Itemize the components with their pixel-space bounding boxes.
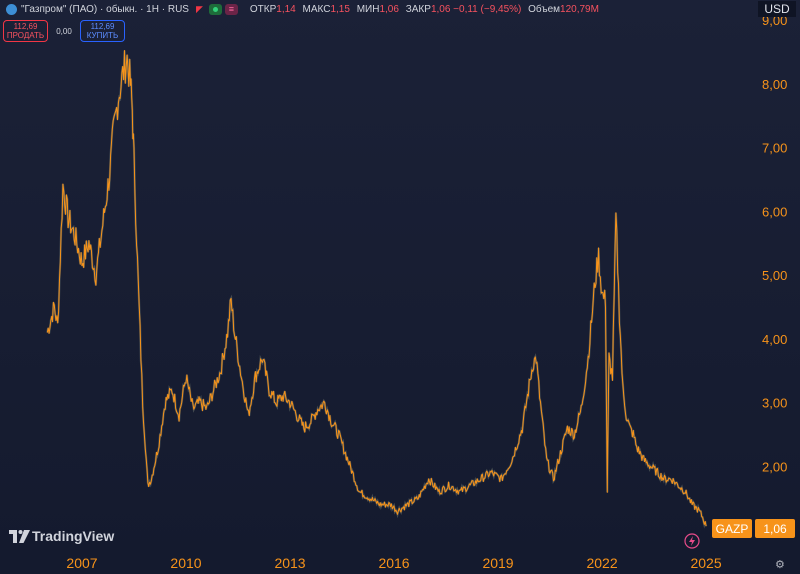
ohlc-label: ОТКР: [249, 3, 277, 15]
x-tick-label: 2025: [690, 555, 721, 571]
last-price-tag: [755, 519, 795, 538]
sell-label: ПРОДАТЬ: [6, 31, 45, 40]
market-status-icon[interactable]: [208, 3, 222, 15]
price-line: [46, 50, 707, 527]
sell-price: 112,69: [13, 22, 38, 31]
x-tick-label: 2016: [378, 555, 409, 571]
spread-value: 0,00: [56, 26, 72, 36]
x-tick-label: 2013: [274, 555, 305, 571]
y-tick-label: 7,00: [762, 141, 787, 156]
ohlc-value: 1,14: [276, 3, 296, 15]
flag-icon[interactable]: ◤: [195, 3, 203, 14]
ohlc-label: МИН: [356, 3, 380, 15]
gazprom-logo-icon: [6, 3, 17, 15]
y-tick-label: 8,00: [762, 77, 787, 92]
ohlc-value: 1,06 −0,11 (−9,45%): [430, 3, 522, 15]
tradingview-logo-icon: [9, 530, 30, 543]
ohlc-value: 1,06: [379, 3, 399, 15]
symbol-tag: [712, 519, 752, 538]
symbol-tag-text: GAZP: [716, 522, 749, 536]
x-tick-label: 2022: [586, 555, 617, 571]
buy-price: 112,69: [90, 22, 115, 31]
logo-text: TradingView: [32, 528, 115, 544]
buy-label: КУПИТЬ: [86, 31, 119, 40]
ohlc-value: 120,79M: [560, 3, 599, 15]
currency-selector[interactable]: USD: [758, 1, 796, 17]
last-price-value: 1,06: [763, 522, 787, 536]
symbol-header: "Газпром" (ПАО) · обыкн. · 1Н · RUS ◤ ≡ …: [6, 2, 603, 16]
last-price-label: GAZP 1,06: [712, 519, 795, 538]
tradingview-logo[interactable]: TradingView: [8, 527, 114, 545]
trade-panel: 112,69 ПРОДАТЬ 0,00 112,69 КУПИТЬ: [3, 20, 125, 42]
buy-button[interactable]: 112,69 КУПИТЬ: [80, 20, 125, 42]
sell-button[interactable]: 112,69 ПРОДАТЬ: [3, 20, 48, 42]
price-axis[interactable]: 9,008,007,006,005,004,003,002,00: [762, 13, 787, 474]
ohlc-value: 1,15: [330, 3, 350, 15]
ohlc-label: Объем: [528, 3, 561, 15]
time-axis[interactable]: 2007 2010 2013 2016 2019 2022 2025: [66, 555, 721, 571]
ohlc-label: МАКС: [302, 3, 331, 15]
x-tick-label: 2019: [482, 555, 513, 571]
ohlc-values: ОТКР1,14 МАКС1,15 МИН1,06 ЗАКР1,06 −0,11…: [250, 4, 603, 15]
settings-icon[interactable]: ⚙: [775, 559, 785, 571]
y-tick-label: 4,00: [762, 332, 787, 347]
y-tick-label: 3,00: [762, 396, 787, 411]
lightning-icon[interactable]: [684, 533, 700, 549]
y-tick-label: 2,00: [762, 459, 787, 474]
ohlc-label: ЗАКР: [405, 3, 431, 15]
symbol-title[interactable]: "Газпром" (ПАО) · обыкн. · 1Н · RUS: [21, 3, 189, 15]
x-tick-label: 2007: [66, 555, 97, 571]
y-tick-label: 5,00: [762, 268, 787, 283]
price-series: [46, 50, 708, 529]
y-tick-label: 6,00: [762, 204, 787, 219]
data-status-icon[interactable]: ≡: [224, 3, 238, 15]
x-tick-label: 2010: [170, 555, 201, 571]
